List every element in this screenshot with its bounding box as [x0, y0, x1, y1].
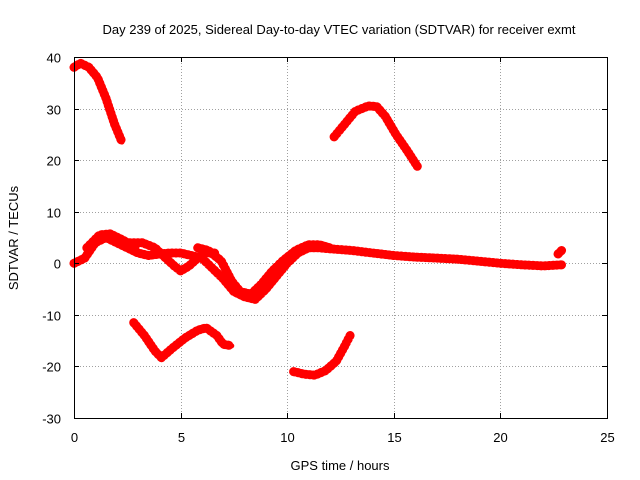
series-arc-9-scatter	[553, 245, 567, 259]
series-arc-7-scatter	[82, 229, 141, 253]
series-arc-1-scatter	[69, 58, 127, 147]
y-tick-label: -10	[42, 309, 61, 324]
chart-title: Day 239 of 2025, Sidereal Day-to-day VTE…	[103, 22, 576, 37]
y-tick-label: 0	[54, 257, 61, 272]
series-arc-3-scatter	[129, 318, 237, 363]
x-tick-label: 15	[387, 430, 401, 445]
series-arc-4-scatter	[289, 331, 355, 380]
x-tick-label: 0	[71, 430, 78, 445]
y-tick-label: 40	[47, 51, 61, 66]
plot-frame	[74, 57, 608, 419]
y-tick-label: -20	[42, 360, 61, 375]
x-axis-label: GPS time / hours	[291, 458, 390, 473]
x-tick-label: 25	[600, 430, 614, 445]
y-tick-label: 20	[47, 154, 61, 169]
series-arc-5-scatter	[69, 233, 567, 304]
series-layer	[69, 58, 567, 380]
x-tick-label: 5	[178, 430, 185, 445]
y-axis-label: SDTVAR / TECUs	[6, 185, 21, 290]
ticks: 0 5 10 15 20 25 -30 -20 -10 0 10 20 30 40	[42, 51, 615, 446]
series-arc-6-scatter	[124, 238, 220, 276]
y-tick-label: 10	[47, 206, 61, 221]
x-tick-label: 10	[280, 430, 294, 445]
y-tick-label: -30	[42, 412, 61, 427]
x-tick-label: 20	[493, 430, 507, 445]
series-arc-8-scatter	[193, 240, 335, 299]
grid	[74, 57, 607, 418]
series-arc-2-scatter	[329, 101, 422, 171]
y-tick-label: 30	[47, 103, 61, 118]
